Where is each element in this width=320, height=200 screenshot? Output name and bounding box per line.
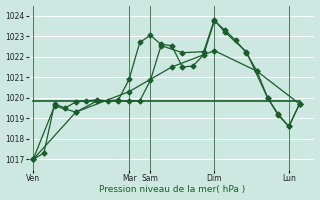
X-axis label: Pression niveau de la mer( hPa ): Pression niveau de la mer( hPa )	[99, 185, 245, 194]
